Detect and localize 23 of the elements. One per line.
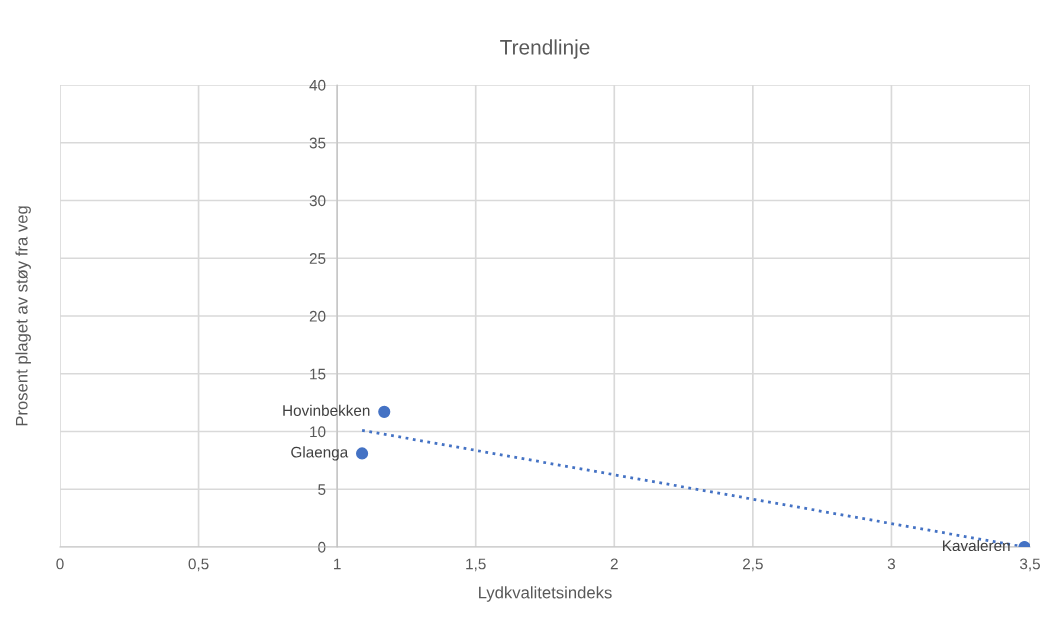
x-tick-label: 3,5: [1019, 558, 1040, 572]
x-tick-label: 0,5: [188, 558, 209, 572]
y-tick-label: 25: [309, 253, 326, 264]
y-tick-label: 40: [309, 79, 326, 91]
y-tick-label: 5: [318, 484, 326, 495]
x-tick-label: 3: [887, 558, 896, 570]
y-tick-label: 30: [309, 195, 326, 207]
x-tick-label: 2,5: [743, 558, 763, 572]
chart-title: Trendlinje: [500, 39, 590, 59]
x-tick-label: 0: [56, 558, 64, 570]
x-tick-label: 1,5: [466, 558, 486, 572]
y-tick-label: 35: [309, 137, 326, 149]
x-axis-title: Lydkvalitetsindeks: [479, 586, 612, 602]
y-tick-label: 0: [318, 541, 326, 553]
x-tick-label: 1: [334, 558, 341, 570]
annotation: Hovinbekken: [283, 404, 370, 416]
annotation: Glaenga: [291, 446, 349, 461]
y-tick-label: 10: [310, 426, 326, 438]
y-axis-title: Prosent plaget av støy fra veg: [15, 206, 31, 426]
y-tick-label: 15: [310, 368, 326, 380]
x-tick-label: 2: [610, 558, 618, 570]
annotation: Kavaleren: [943, 539, 1010, 552]
y-tick-label: 20: [309, 310, 326, 322]
